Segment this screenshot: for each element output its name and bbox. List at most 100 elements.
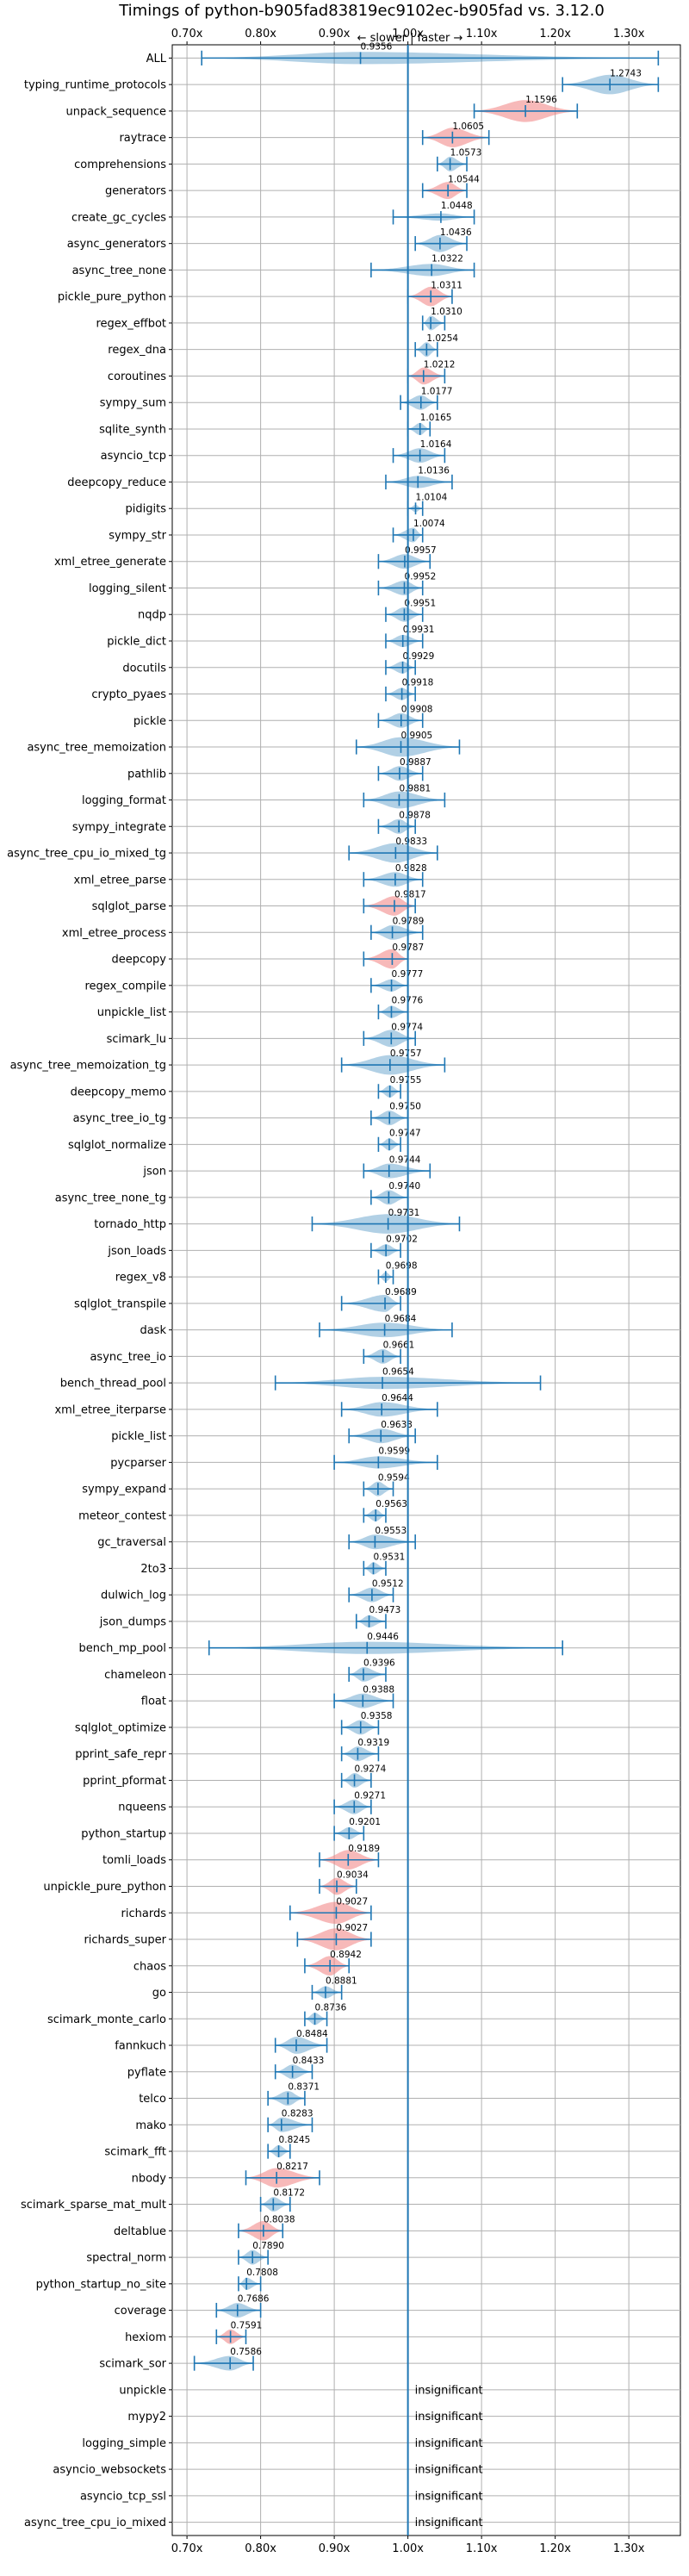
benchmark-label: ALL — [146, 53, 167, 65]
mean-value-label: 1.0573 — [450, 148, 482, 159]
benchmark-row: pyflate 0.8433 — [127, 2056, 325, 2080]
benchmark-label: mypy2 — [127, 2411, 166, 2424]
benchmark-row: hexiom 0.7591 — [125, 2320, 263, 2344]
benchmark-label: fannkuch — [115, 2040, 166, 2053]
benchmark-label: asyncio_tcp — [101, 450, 166, 463]
benchmark-label: async_tree_io_tg — [73, 1112, 166, 1125]
benchmark-row: scimark_monte_carlo 0.8736 — [47, 2002, 347, 2026]
benchmark-label: dulwich_log — [101, 1590, 166, 1602]
benchmark-row: async_tree_io_tg 0.9750 — [73, 1102, 421, 1126]
benchmark-row: unpickle insignificant — [119, 2384, 482, 2397]
benchmark-label: scimark_monte_carlo — [47, 2013, 166, 2026]
benchmark-label: chaos — [133, 1960, 166, 1973]
benchmark-row: sqlglot_parse 0.9817 — [92, 890, 426, 916]
x-tick-label-top: 0.90x — [319, 28, 351, 40]
mean-value-label: 0.8484 — [296, 2029, 328, 2039]
benchmark-row: unpack_sequence 1.1596 — [65, 95, 579, 122]
mean-value-label: 0.9689 — [385, 1287, 417, 1297]
benchmark-row: json_loads 0.9702 — [107, 1235, 418, 1258]
benchmark-row: nqdp 0.9951 — [138, 598, 436, 622]
x-tick-label-bottom: 1.30x — [613, 2542, 645, 2555]
x-tick-label-top: 1.30x — [613, 28, 645, 40]
benchmark-label: async_tree_io — [90, 1351, 166, 1364]
mean-value-label: 0.9594 — [378, 1472, 410, 1483]
benchmark-row: pprint_safe_repr 0.9319 — [75, 1738, 389, 1762]
benchmark-label: coverage — [115, 2305, 166, 2318]
mean-value-label: 0.7808 — [246, 2268, 278, 2278]
benchmark-label: crypto_pyaes — [91, 688, 166, 701]
benchmark-row: deepcopy_reduce 1.0136 — [67, 466, 453, 490]
benchmark-row: async_tree_none 1.0322 — [72, 254, 475, 278]
mean-value-label: 0.9817 — [394, 890, 426, 900]
x-tick-label-bottom: 1.10x — [466, 2542, 498, 2555]
mean-value-label: 1.1596 — [525, 95, 557, 105]
benchmark-row: meteor_contest 0.9563 — [78, 1499, 407, 1523]
mean-value-label: 1.0605 — [452, 121, 484, 132]
benchmark-label: meteor_contest — [78, 1509, 166, 1522]
mean-value-label: 0.9833 — [395, 837, 427, 847]
insignificant-label: insignificant — [415, 2384, 483, 2397]
mean-value-label: 1.0310 — [431, 307, 462, 317]
mean-value-label: 1.0164 — [420, 439, 452, 450]
benchmark-label: async_tree_none_tg — [55, 1192, 166, 1204]
benchmark-label: pickle — [133, 715, 166, 728]
benchmark-label: pickle_pure_python — [58, 291, 166, 304]
benchmark-row: pprint_pformat 0.9274 — [83, 1764, 387, 1789]
x-tick-label-bottom: 1.00x — [392, 2542, 424, 2555]
mean-value-label: 0.7591 — [231, 2320, 263, 2330]
benchmark-label: scimark_sparse_mat_mult — [21, 2199, 166, 2212]
benchmark-label: async_tree_none — [72, 264, 166, 277]
benchmark-row: logging_format 0.9881 — [82, 784, 446, 809]
benchmark-label: sympy_integrate — [72, 821, 166, 834]
benchmark-row: create_gc_cycles 1.0448 — [71, 201, 475, 225]
benchmark-label: mako — [135, 2119, 166, 2132]
benchmark-label: logging_simple — [82, 2437, 166, 2450]
mean-value-label: 1.0254 — [426, 333, 458, 344]
benchmark-label: nqueens — [118, 1801, 166, 1814]
benchmark-label: sympy_str — [109, 529, 166, 542]
mean-value-label: 0.8942 — [330, 1950, 362, 1960]
benchmark-row: pickle_dict 0.9931 — [107, 625, 435, 649]
benchmark-label: telco — [139, 2093, 166, 2106]
benchmark-row: python_startup_no_site 0.7808 — [36, 2268, 278, 2292]
x-tick-label-top: 1.20x — [539, 28, 571, 40]
benchmark-label: gc_traversal — [97, 1536, 166, 1549]
benchmark-row: spectral_norm 0.7890 — [86, 2241, 284, 2265]
benchmark-label: pyflate — [127, 2066, 166, 2079]
mean-value-label: 0.8433 — [293, 2056, 325, 2066]
benchmark-label: deepcopy — [111, 954, 166, 967]
mean-value-label: 0.9931 — [403, 625, 435, 635]
mean-value-label: 0.8172 — [273, 2188, 305, 2199]
mean-value-label: 0.9878 — [399, 810, 431, 820]
benchmark-label: pycparser — [110, 1457, 166, 1470]
benchmark-row: sqlglot_normalize 0.9747 — [68, 1129, 421, 1152]
mean-value-label: 0.9755 — [390, 1075, 422, 1086]
benchmark-label: tomli_loads — [102, 1854, 166, 1867]
benchmark-row: sympy_sum 1.0177 — [100, 386, 453, 410]
benchmark-label: docutils — [122, 662, 166, 675]
benchmark-row: xml_etree_generate 0.9957 — [54, 545, 437, 569]
mean-value-label: 0.8217 — [276, 2162, 308, 2172]
benchmark-row: sympy_integrate 0.9878 — [72, 810, 431, 834]
benchmark-label: hexiom — [125, 2331, 166, 2344]
benchmark-row: xml_etree_parse 0.9828 — [74, 863, 427, 887]
benchmark-row: richards 0.9027 — [121, 1896, 372, 1924]
benchmark-row: bench_thread_pool 0.9654 — [60, 1366, 542, 1391]
benchmark-row: deltablue 0.8038 — [114, 2214, 295, 2241]
benchmark-label: scimark_fft — [104, 2146, 166, 2159]
benchmark-row: mako 0.8283 — [135, 2108, 313, 2132]
mean-value-label: 1.2743 — [610, 68, 642, 78]
mean-value-label: 0.9951 — [404, 598, 436, 608]
mean-value-label: 0.9887 — [400, 757, 431, 768]
mean-value-label: 0.9905 — [401, 731, 433, 741]
mean-value-label: 1.0544 — [448, 174, 480, 184]
benchmark-label: regex_dna — [108, 344, 166, 357]
mean-value-label: 0.9744 — [389, 1154, 421, 1165]
mean-value-label: 0.9661 — [383, 1341, 415, 1351]
direction-separator: | — [407, 32, 418, 45]
benchmark-label: chameleon — [104, 1669, 166, 1682]
benchmark-label: deepcopy_memo — [71, 1086, 166, 1098]
benchmark-row: nbody 0.8217 — [132, 2162, 320, 2188]
benchmark-label: create_gc_cycles — [71, 211, 166, 224]
benchmark-label: python_startup — [81, 1827, 166, 1840]
